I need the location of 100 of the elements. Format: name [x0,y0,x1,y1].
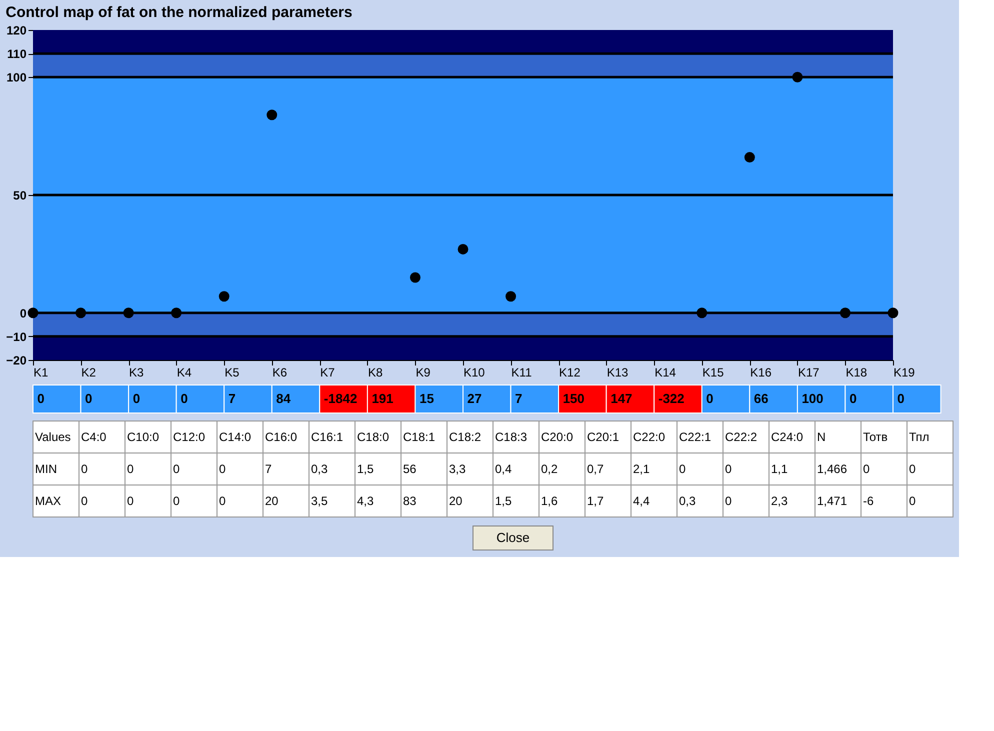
x-tick-label: K18 [846,366,868,380]
x-tick-label: K6 [272,366,288,380]
text: 0,2 [541,462,558,476]
text: C24:0 [771,430,804,444]
text: C18:3 [495,430,528,444]
text: 0,3 [311,462,328,476]
text: 56 [403,462,417,476]
y-tick-label: 0 [20,306,27,320]
x-tick-label: K9 [416,366,431,380]
text: 0,3 [679,494,696,508]
x-tick-label: K16 [750,366,772,380]
x-tick-label: K4 [176,366,192,380]
data-label: 0 [706,391,714,406]
point [266,110,278,120]
text: 0 [725,494,732,508]
text: 0 [127,494,134,508]
text: -6 [863,494,874,508]
point [506,291,516,302]
text: C16:0 [265,430,298,444]
data-label: 0 [849,391,857,406]
text: 0 [81,462,88,476]
text: 150 [562,391,585,406]
point [888,308,898,318]
point [792,72,803,82]
data-label: 0 [897,391,904,406]
text: 0 [679,462,686,476]
data-label: 100 [802,391,824,406]
text: C20:0 [541,430,574,444]
text: 4,3 [357,494,374,508]
text: Тпл [909,430,930,444]
data-label: 0 [37,391,44,406]
text: 0 [863,462,870,476]
text: C18:0 [357,430,390,444]
text: C18:2 [449,430,482,444]
text: 1,6 [541,494,558,508]
text: C4:0 [81,430,107,444]
point [840,308,850,318]
text: 0 [909,462,916,476]
x-tick-label: K7 [320,366,336,380]
text: 1,5 [357,462,374,476]
x-tick-label: K13 [606,366,629,380]
point [696,308,708,318]
y-tick-label: 50 [13,188,27,202]
point [410,272,420,283]
text: C18:1 [403,430,436,444]
data-label: 0 [132,391,140,406]
text: C12:0 [173,430,206,444]
x-tick-label: K2 [81,366,96,380]
text: MAX [35,494,62,508]
text: Close [496,530,530,545]
x-tick-label: K14 [654,366,676,380]
text: MIN [35,462,57,476]
text: 0 [219,462,226,476]
x-tick-label: K5 [224,366,240,380]
y-tick-label: 100 [6,70,27,85]
text: 1,5 [495,494,512,508]
x-tick-label: K8 [368,366,383,380]
text: 3,3 [449,462,466,476]
text: 2,3 [771,494,788,508]
text: 2,1 [633,462,650,476]
text: C16:1 [311,430,344,444]
point [76,308,86,318]
point [458,244,468,254]
text: 3,5 [311,494,328,508]
text: C20:1 [587,430,620,444]
x-tick-label: K3 [129,366,144,380]
text: 0 [127,462,134,476]
x-tick-label: K1 [34,366,49,380]
text: 1,1 [771,462,788,476]
text: 1,466 [817,462,848,476]
text: 20 [265,494,279,508]
y-tick-label: −10 [6,330,27,344]
text: 83 [403,494,417,508]
text: 0,7 [587,462,604,476]
text: 0 [725,462,732,476]
text: 0 [173,494,180,508]
text: 0 [909,494,916,508]
x-tick-label: K10 [464,366,486,380]
point [171,308,182,318]
text: 147 [610,391,632,406]
data-label: 15 [419,391,434,406]
text: C14:0 [219,430,252,444]
data-label: 7 [515,391,522,406]
text: -322 [658,391,684,406]
text: 0,4 [495,462,512,476]
x-tick-label: K19 [894,366,916,380]
text: -1842 [324,391,358,406]
text: 0 [173,462,180,476]
x-tick-label: K17 [798,366,820,380]
text: 0 [219,494,226,508]
point [218,291,230,302]
x-tick-label: K12 [559,366,581,380]
text: C22:2 [725,430,758,444]
point [123,308,134,318]
text: 4,4 [633,494,650,508]
text: N [817,430,826,444]
text: 7 [265,462,272,476]
x-tick-label: K15 [702,366,724,380]
chart-title: Control map of fat on the normalized parameters [6,4,352,21]
text: C22:0 [633,430,666,444]
